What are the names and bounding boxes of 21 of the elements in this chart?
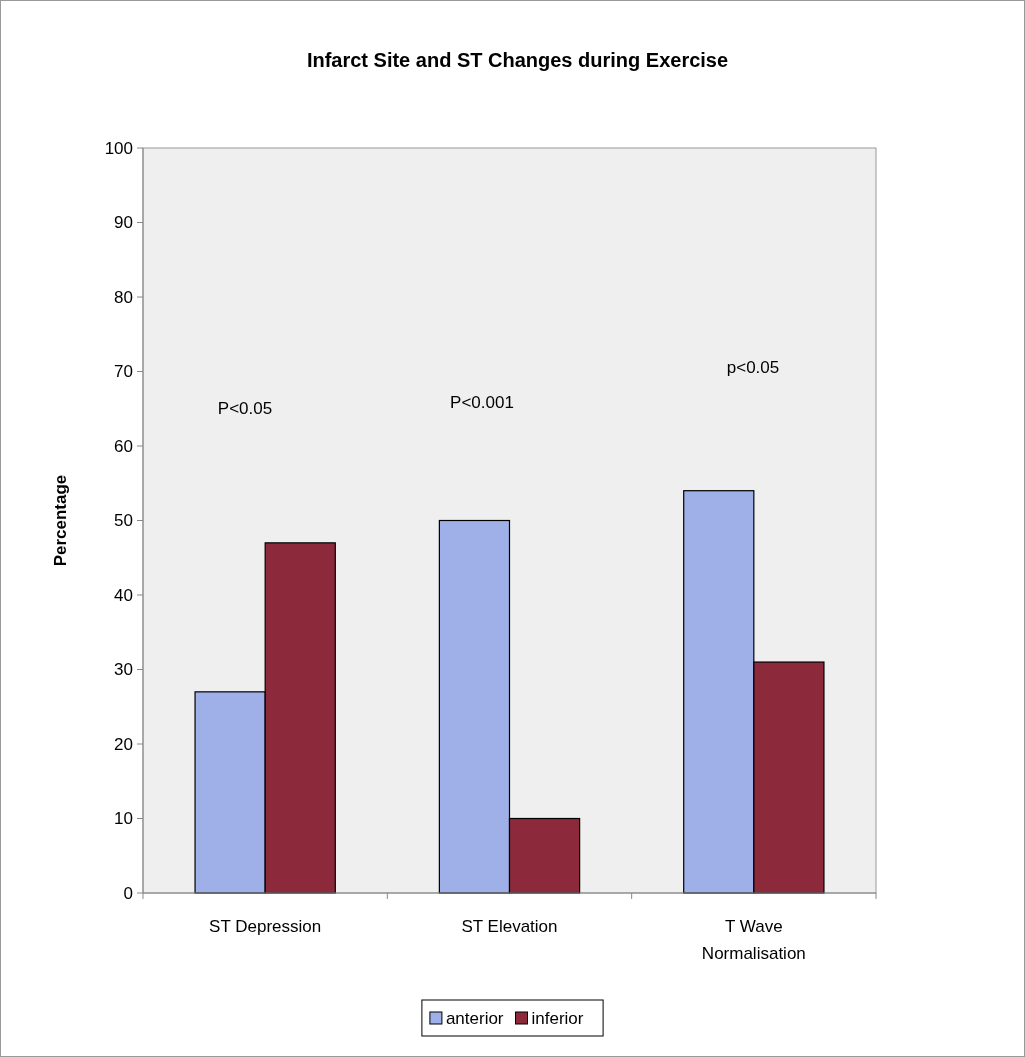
legend-label: anterior	[445, 1008, 504, 1028]
x-tick-label: ST Elevation	[461, 917, 558, 936]
y-tick-label: 10	[114, 809, 133, 829]
x-tick-label: ST Depression	[209, 917, 322, 936]
y-tick-label: 80	[114, 287, 133, 307]
y-tick-label: 40	[114, 585, 133, 605]
y-tick-label: 50	[114, 511, 133, 531]
y-tick-label: 100	[104, 138, 133, 158]
y-tick-label: 20	[114, 734, 133, 754]
y-axis-title: Percentage	[51, 474, 70, 567]
y-tick-label: 90	[114, 213, 133, 233]
chart-title: Infarct Site and ST Changes during Exercise	[306, 49, 729, 71]
y-tick-label: 60	[114, 436, 133, 456]
annotation: P<0.05	[217, 398, 273, 418]
annotation: P<0.001	[450, 392, 514, 412]
y-tick-label: 70	[114, 362, 133, 382]
y-tick-label: 30	[114, 660, 133, 680]
annotation: p<0.05	[726, 357, 780, 377]
y-tick-label: 0	[123, 883, 133, 903]
legend-label: inferior	[531, 1008, 584, 1028]
x-tick-label: T Wave Normalisation	[701, 917, 806, 963]
